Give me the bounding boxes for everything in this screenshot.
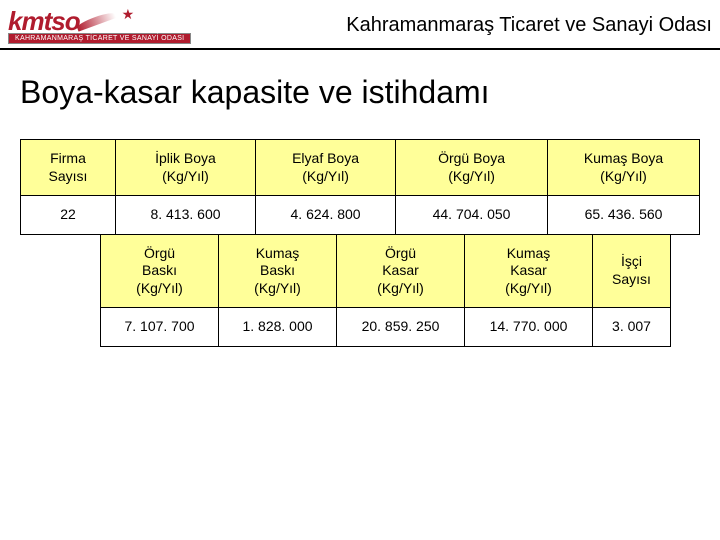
table-data-row: 22 8. 413. 600 4. 624. 800 44. 704. 050 …	[21, 196, 700, 235]
col-header-firma: FirmaSayısı	[21, 140, 116, 196]
cell-kumas: 65. 436. 560	[548, 196, 700, 235]
col-header-elyaf: Elyaf Boya(Kg/Yıl)	[256, 140, 396, 196]
table-header-row: FirmaSayısı İplik Boya(Kg/Yıl) Elyaf Boy…	[21, 140, 700, 196]
cell-orgu-baski: 7. 107. 700	[101, 308, 219, 347]
capacity-table-1: FirmaSayısı İplik Boya(Kg/Yıl) Elyaf Boy…	[20, 139, 700, 235]
organization-title: Kahramanmaraş Ticaret ve Sanayi Odası	[346, 14, 712, 37]
logo-swoosh-icon	[75, 10, 115, 31]
page-title: Boya-kasar kapasite ve istihdamı	[20, 74, 700, 111]
cell-iplik: 8. 413. 600	[115, 196, 255, 235]
col-header-kumas-baski: KumaşBaskı(Kg/Yıl)	[219, 234, 337, 308]
col-header-iplik: İplik Boya(Kg/Yıl)	[115, 140, 255, 196]
main-content: Boya-kasar kapasite ve istihdamı FirmaSa…	[0, 50, 720, 347]
cell-orgu: 44. 704. 050	[396, 196, 548, 235]
cell-firma: 22	[21, 196, 116, 235]
cell-kumas-kasar: 14. 770. 000	[465, 308, 593, 347]
capacity-table-2: ÖrgüBaskı(Kg/Yıl) KumaşBaskı(Kg/Yıl) Örg…	[100, 234, 671, 347]
tables-container: FirmaSayısı İplik Boya(Kg/Yıl) Elyaf Boy…	[20, 139, 700, 347]
logo-star-icon: ★	[122, 6, 135, 23]
col-header-kumas: Kumaş Boya(Kg/Yıl)	[548, 140, 700, 196]
col-header-orgu-baski: ÖrgüBaskı(Kg/Yıl)	[101, 234, 219, 308]
table-header-row: ÖrgüBaskı(Kg/Yıl) KumaşBaskı(Kg/Yıl) Örg…	[101, 234, 671, 308]
col-header-isci: İşçiSayısı	[593, 234, 671, 308]
logo-subtitle: KAHRAMANMARAŞ TİCARET VE SANAYİ ODASI	[8, 33, 191, 44]
cell-orgu-kasar: 20. 859. 250	[337, 308, 465, 347]
col-header-orgu-kasar: ÖrgüKasar(Kg/Yıl)	[337, 234, 465, 308]
col-header-kumas-kasar: KumaşKasar(Kg/Yıl)	[465, 234, 593, 308]
cell-kumas-baski: 1. 828. 000	[219, 308, 337, 347]
table-data-row: 7. 107. 700 1. 828. 000 20. 859. 250 14.…	[101, 308, 671, 347]
cell-elyaf: 4. 624. 800	[256, 196, 396, 235]
header: kmtso ★ KAHRAMANMARAŞ TİCARET VE SANAYİ …	[0, 0, 720, 50]
logo: kmtso ★ KAHRAMANMARAŞ TİCARET VE SANAYİ …	[8, 6, 191, 44]
cell-isci: 3. 007	[593, 308, 671, 347]
col-header-orgu: Örgü Boya(Kg/Yıl)	[396, 140, 548, 196]
